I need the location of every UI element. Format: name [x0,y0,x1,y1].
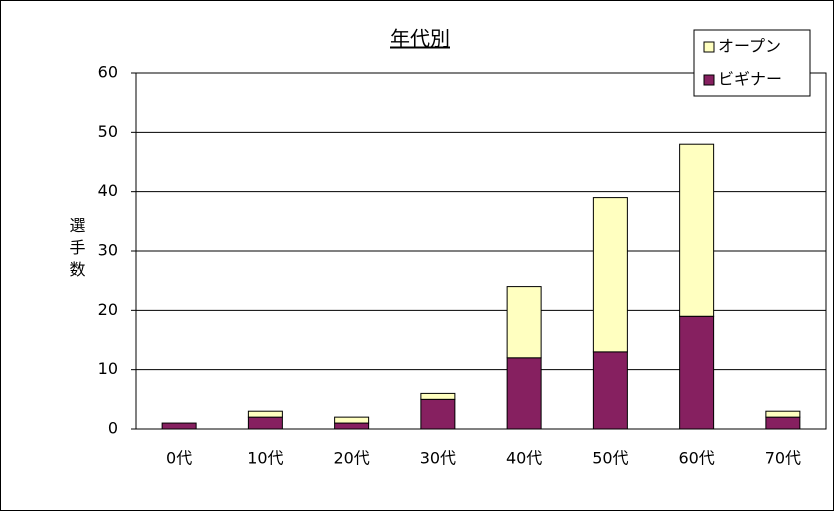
bar-segment [506,286,542,359]
bar-segment [161,422,197,430]
legend-label: ビギナー [718,70,782,89]
chart-title: 年代別 [390,27,450,51]
bar-segment [247,416,283,430]
bar-segment [334,416,370,424]
legend-swatch [703,41,715,53]
bar-segment [420,392,456,400]
bar-segment [679,143,715,317]
x-tick-label: 70代 [765,449,801,468]
x-tick-label: 50代 [592,449,628,468]
x-tick-label: 10代 [247,449,283,468]
x-tick-label: 20代 [333,449,369,468]
y-tick-label: 20 [98,300,118,319]
y-tick-label: 30 [98,241,118,260]
bar-segment [679,315,715,430]
bar-segment [592,197,628,353]
bar-segment [420,398,456,430]
x-tick-label: 40代 [506,449,542,468]
bar-segment [592,351,628,430]
legend-swatch [703,74,715,86]
y-tick-label: 50 [98,122,118,141]
x-tick-label: 0代 [166,449,192,468]
bar-segment [506,357,542,430]
x-tick-label: 60代 [678,449,714,468]
y-tick-label: 60 [98,63,118,82]
bar-segment [247,410,283,418]
legend-label: オープン [718,37,781,56]
bar-segment [334,422,370,430]
x-tick-label: 30代 [420,449,456,468]
y-tick-label: 0 [108,419,118,438]
bar-segment [765,410,801,418]
y-axis-label: 選手数 [67,217,86,283]
y-tick-label: 10 [98,359,118,378]
bar-segment [765,416,801,430]
y-tick-label: 40 [98,181,118,200]
